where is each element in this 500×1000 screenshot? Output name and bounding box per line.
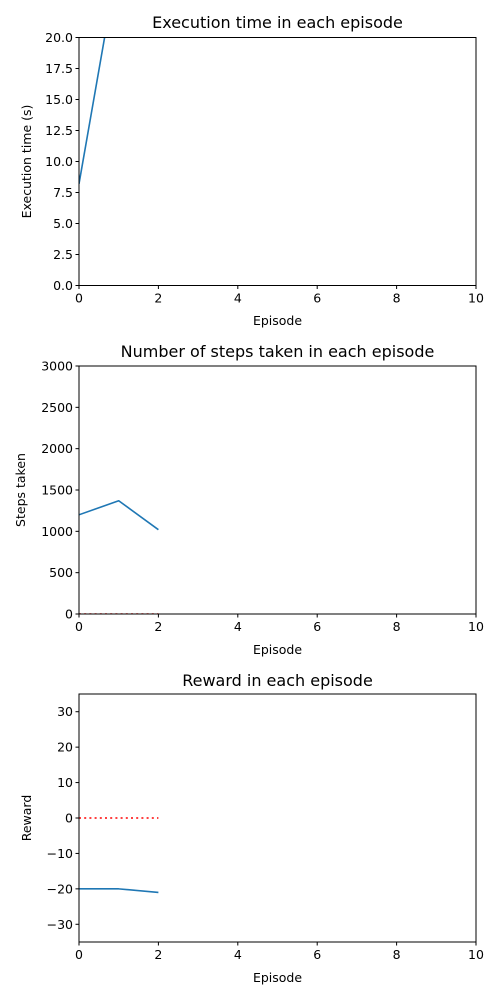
y-tick-label: 10: [57, 775, 73, 790]
x-tick-label: 2: [154, 619, 162, 634]
y-tick-label: 1000: [41, 524, 73, 539]
x-axis-label: Episode: [253, 642, 302, 657]
y-tick-label: 30: [57, 704, 73, 719]
x-tick-label: 2: [154, 291, 162, 306]
x-tick-label: 8: [393, 619, 401, 634]
x-tick-label: 6: [313, 947, 321, 962]
series-layer: [79, 37, 106, 184]
axes-frame: [78, 693, 477, 943]
y-axis-label: Reward: [19, 795, 34, 842]
x-axis-label: Episode: [253, 313, 302, 328]
y-axis-label: Steps taken: [13, 453, 28, 527]
x-tick-label: 8: [393, 291, 401, 306]
y-tick-label: 17.5: [45, 61, 73, 76]
y-tick-label: 7.5: [53, 185, 73, 200]
x-tick-label: 0: [75, 291, 83, 306]
x-tick-label: 2: [154, 947, 162, 962]
y-tick-label: 500: [49, 565, 73, 580]
x-tick-label: 4: [234, 291, 242, 306]
series-line: [79, 888, 159, 894]
y-tick-label: 15.0: [45, 92, 73, 107]
x-tick-label: 6: [313, 291, 321, 306]
y-tick-label: −10: [47, 846, 73, 861]
x-axis: 0 2 4 6 8 10: [75, 614, 484, 634]
x-tick-label: 0: [75, 947, 83, 962]
y-tick-label: 0.0: [53, 278, 73, 293]
y-tick-label: 2000: [41, 441, 73, 456]
y-tick-label: 1500: [41, 483, 73, 498]
panel-reward: Reward in each episode 0 2 4 6 8 10 −30 −20 −10…: [19, 671, 484, 985]
x-tick-label: 0: [75, 619, 83, 634]
x-tick-label: 4: [234, 619, 242, 634]
y-tick-label: 0: [65, 607, 73, 622]
panel-title: Number of steps taken in each episode: [121, 342, 435, 361]
x-tick-label: 10: [468, 619, 484, 634]
panel-execution-time: Execution time in each episode 0 2 4 6 8 10 0…: [19, 13, 484, 328]
y-tick-label: 20.0: [45, 30, 73, 45]
y-tick-label: 20: [57, 740, 73, 755]
y-axis: 0.0 2.5 5.0 7.5 10.0 12.5 15.0 17.5 20.0: [45, 30, 79, 293]
axes-frame: [78, 365, 477, 615]
x-axis-label: Episode: [253, 970, 302, 985]
x-axis: 0 2 4 6 8 10: [75, 285, 484, 306]
x-tick-label: 10: [468, 947, 484, 962]
y-axis: −30 −20 −10 0 10 20 30: [47, 704, 79, 932]
x-tick-label: 6: [313, 619, 321, 634]
y-tick-label: 0: [65, 811, 73, 826]
panel-title: Execution time in each episode: [152, 13, 403, 32]
panel-title: Reward in each episode: [182, 671, 373, 690]
y-tick-label: −30: [47, 917, 73, 932]
series-layer: [79, 499, 159, 614]
axes-frame: [78, 37, 477, 286]
y-axis: 0 500 1000 1500 2000 2500 3000: [41, 359, 79, 622]
y-tick-label: 3000: [41, 359, 73, 374]
y-tick-label: 10.0: [45, 154, 73, 169]
series-layer: [79, 817, 159, 894]
x-tick-label: 4: [234, 947, 242, 962]
series-line: [79, 499, 159, 531]
panel-steps-taken: Number of steps taken in each episode 0 2…: [13, 342, 484, 657]
x-tick-label: 10: [468, 291, 484, 306]
series-line: [79, 37, 106, 184]
y-tick-label: −20: [47, 881, 73, 896]
y-axis-label: Execution time (s): [19, 105, 34, 219]
y-tick-label: 5.0: [53, 216, 73, 231]
y-tick-label: 2.5: [53, 247, 73, 262]
y-tick-label: 2500: [41, 400, 73, 415]
y-tick-label: 12.5: [45, 123, 73, 138]
x-tick-label: 8: [393, 947, 401, 962]
x-axis: 0 2 4 6 8 10: [75, 942, 484, 962]
